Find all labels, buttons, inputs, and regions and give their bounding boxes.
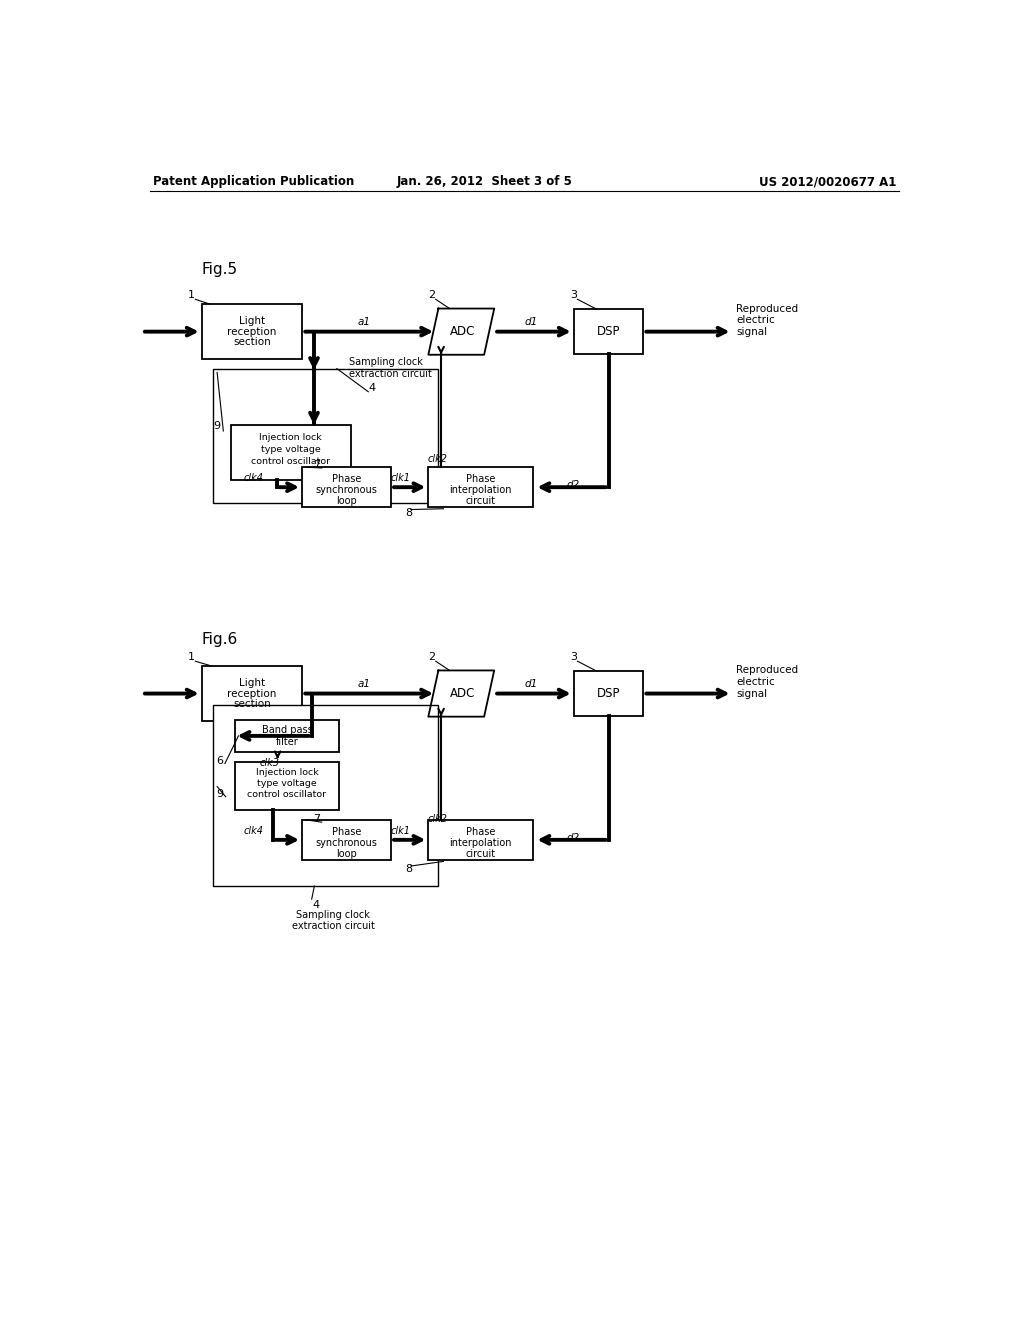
Bar xyxy=(213,705,438,886)
Text: Phase: Phase xyxy=(332,828,361,837)
Text: synchronous: synchronous xyxy=(315,486,378,495)
Text: signal: signal xyxy=(736,689,768,698)
Text: Fig.5: Fig.5 xyxy=(202,263,238,277)
Text: control oscillator: control oscillator xyxy=(251,457,331,466)
Text: type voltage: type voltage xyxy=(261,445,321,454)
Text: loop: loop xyxy=(336,849,357,859)
Text: Fig.6: Fig.6 xyxy=(202,632,238,647)
Text: 7: 7 xyxy=(313,814,321,824)
Text: Sampling clock: Sampling clock xyxy=(296,909,371,920)
Text: Band pass: Band pass xyxy=(261,725,312,735)
Text: a1: a1 xyxy=(357,678,371,689)
Text: Light: Light xyxy=(239,677,265,688)
Bar xyxy=(428,820,532,859)
Text: section: section xyxy=(233,700,271,709)
Text: 2: 2 xyxy=(428,652,435,663)
Text: filter: filter xyxy=(275,737,298,747)
Text: d2: d2 xyxy=(567,480,581,490)
Text: section: section xyxy=(233,338,271,347)
Text: Injection lock: Injection lock xyxy=(259,433,323,442)
Text: extraction circuit: extraction circuit xyxy=(349,370,432,379)
Text: reception: reception xyxy=(227,689,276,698)
Polygon shape xyxy=(428,309,495,355)
Text: 9: 9 xyxy=(214,421,221,432)
Text: Patent Application Publication: Patent Application Publication xyxy=(153,176,354,189)
Bar xyxy=(202,665,302,721)
Text: 7: 7 xyxy=(313,459,321,470)
Text: Light: Light xyxy=(239,315,265,326)
Text: DSP: DSP xyxy=(597,686,621,700)
Text: Phase: Phase xyxy=(466,474,496,484)
Bar xyxy=(573,672,643,715)
Text: circuit: circuit xyxy=(466,849,496,859)
Text: clk4: clk4 xyxy=(244,825,263,836)
Text: clk2: clk2 xyxy=(428,454,449,463)
Polygon shape xyxy=(428,671,495,717)
Bar xyxy=(573,309,643,354)
Text: 2: 2 xyxy=(428,290,435,301)
Bar xyxy=(302,467,391,507)
Text: signal: signal xyxy=(736,326,768,337)
Text: Reproduced: Reproduced xyxy=(736,304,799,314)
Bar xyxy=(202,304,302,359)
Bar xyxy=(302,820,391,859)
Text: US 2012/0020677 A1: US 2012/0020677 A1 xyxy=(760,176,897,189)
Text: reception: reception xyxy=(227,326,276,337)
Bar xyxy=(428,467,532,507)
Text: Reproduced: Reproduced xyxy=(736,665,799,676)
Text: clk2: clk2 xyxy=(428,814,449,824)
Text: 4: 4 xyxy=(312,900,319,911)
Text: interpolation: interpolation xyxy=(450,838,512,847)
Text: clk4: clk4 xyxy=(244,473,263,483)
Text: 3: 3 xyxy=(570,290,578,301)
Text: d1: d1 xyxy=(524,317,538,326)
Text: 1: 1 xyxy=(188,652,195,663)
Text: clk3: clk3 xyxy=(259,758,280,768)
Text: d1: d1 xyxy=(524,678,538,689)
Text: ADC: ADC xyxy=(451,686,475,700)
Text: Phase: Phase xyxy=(332,474,361,484)
Text: 3: 3 xyxy=(570,652,578,663)
Text: d2: d2 xyxy=(567,833,581,842)
Text: interpolation: interpolation xyxy=(450,486,512,495)
Text: type voltage: type voltage xyxy=(257,779,316,788)
Text: a1: a1 xyxy=(357,317,371,326)
Text: 8: 8 xyxy=(404,865,412,874)
Bar xyxy=(234,762,339,810)
Text: circuit: circuit xyxy=(466,496,496,506)
Bar xyxy=(234,719,339,752)
Text: ADC: ADC xyxy=(451,325,475,338)
Bar xyxy=(230,425,351,480)
Text: electric: electric xyxy=(736,677,775,686)
Text: 4: 4 xyxy=(369,383,376,393)
Text: 9: 9 xyxy=(216,788,223,799)
Text: synchronous: synchronous xyxy=(315,838,378,847)
Text: clk1: clk1 xyxy=(391,473,411,483)
Text: control oscillator: control oscillator xyxy=(248,789,327,799)
Text: 8: 8 xyxy=(404,508,412,517)
Text: Sampling clock: Sampling clock xyxy=(349,358,423,367)
Text: 1: 1 xyxy=(188,290,195,301)
Text: loop: loop xyxy=(336,496,357,506)
Text: Jan. 26, 2012  Sheet 3 of 5: Jan. 26, 2012 Sheet 3 of 5 xyxy=(396,176,572,189)
Text: clk1: clk1 xyxy=(391,825,411,836)
Text: DSP: DSP xyxy=(597,325,621,338)
Text: Injection lock: Injection lock xyxy=(256,768,318,777)
Text: extraction circuit: extraction circuit xyxy=(292,921,375,931)
Text: Phase: Phase xyxy=(466,828,496,837)
Bar xyxy=(213,368,438,503)
Text: 6: 6 xyxy=(216,755,223,766)
Text: electric: electric xyxy=(736,315,775,325)
